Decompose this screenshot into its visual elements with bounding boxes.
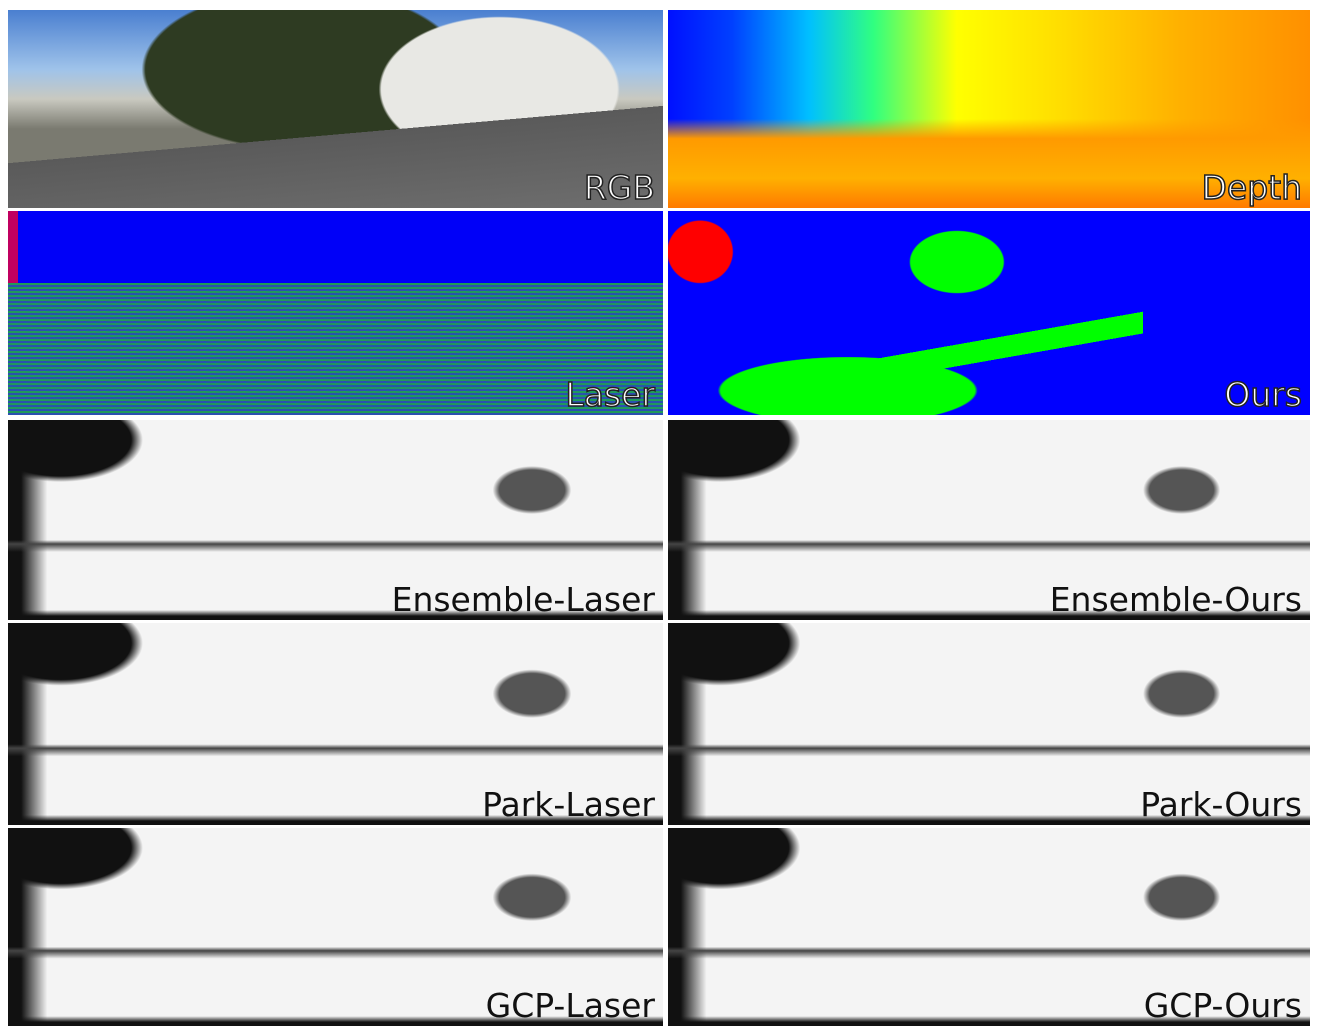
image-panel: Park-Ours <box>668 623 1310 825</box>
image-panel: Ensemble-Ours <box>668 420 1310 620</box>
panel-label: GCP-Laser <box>486 989 655 1022</box>
figure-grid: RGB Depth Laser Ours Ensemble-Laser Ensemble-… <box>0 0 1319 1026</box>
image-panel: Ours <box>668 211 1310 415</box>
image-panel: Laser <box>8 211 663 415</box>
image-panel: GCP-Ours <box>668 828 1310 1026</box>
image-panel: RGB <box>8 10 663 208</box>
panel-label: Ours <box>1224 378 1302 411</box>
panel-label: Laser <box>565 378 655 411</box>
image-panel: Park-Laser <box>8 623 663 825</box>
image-panel: Ensemble-Laser <box>8 420 663 620</box>
panel-label: Ensemble-Ours <box>1050 583 1302 616</box>
panel-label: GCP-Ours <box>1144 989 1302 1022</box>
panel-label: Ensemble-Laser <box>392 583 655 616</box>
image-panel: GCP-Laser <box>8 828 663 1026</box>
panel-label: RGB <box>584 171 655 204</box>
panel-label: Park-Ours <box>1140 788 1302 821</box>
image-panel: Depth <box>668 10 1310 208</box>
panel-label: Depth <box>1201 171 1302 204</box>
panel-label: Park-Laser <box>482 788 655 821</box>
